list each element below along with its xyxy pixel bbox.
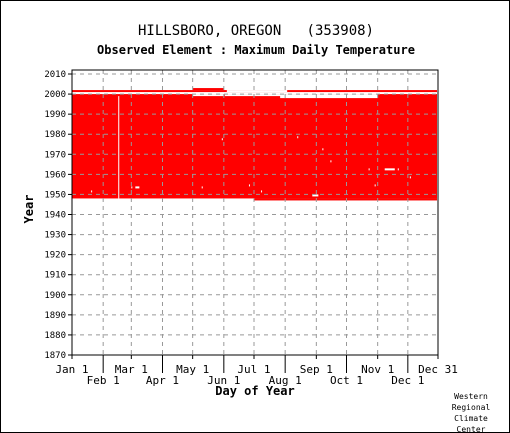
y-tick-label: 1960 bbox=[44, 170, 66, 180]
missing-data-gap bbox=[261, 190, 263, 193]
x-tick-label: May 1 bbox=[176, 363, 209, 376]
x-tick-label: Feb 1 bbox=[87, 374, 120, 387]
x-tick-label: Oct 1 bbox=[330, 374, 363, 387]
coverage-layer bbox=[72, 88, 437, 201]
missing-data-gap bbox=[312, 194, 319, 197]
missing-data-gap bbox=[118, 96, 120, 199]
x-tick-label: Jul 1 bbox=[237, 363, 270, 376]
missing-data-gap bbox=[135, 186, 140, 189]
missing-data-gap bbox=[346, 94, 378, 99]
coverage-block bbox=[285, 198, 378, 201]
credit-line: Center bbox=[456, 425, 486, 433]
y-tick-label: 1950 bbox=[44, 190, 66, 200]
x-tick-label: Jun 1 bbox=[207, 374, 240, 387]
y-axis-title: Year bbox=[22, 195, 36, 224]
credit-line: Western bbox=[454, 392, 488, 401]
y-tick-label: 1930 bbox=[44, 231, 66, 241]
chart-subtitle: Observed Element : Maximum Daily Tempera… bbox=[97, 43, 415, 57]
coverage-block bbox=[192, 88, 224, 91]
missing-data-gap bbox=[280, 94, 347, 99]
y-axis: 1870 1880 1890 1900 1910 1920 1930 1940 1950 1960… bbox=[44, 70, 72, 361]
missing-data-gap bbox=[224, 94, 286, 97]
missing-data-gap bbox=[397, 168, 399, 171]
missing-data-gap bbox=[330, 160, 332, 163]
grid-layer bbox=[72, 70, 438, 355]
y-tick-label: 1880 bbox=[44, 331, 66, 341]
y-tick-label: 1990 bbox=[44, 110, 66, 120]
y-tick-label: 2000 bbox=[44, 90, 66, 100]
x-axis-title: Day of Year bbox=[215, 384, 294, 398]
missing-data-gap bbox=[374, 184, 376, 187]
credit-line: Regional bbox=[451, 403, 491, 412]
coverage-block bbox=[377, 198, 437, 201]
missing-data-gap bbox=[91, 190, 93, 193]
coverage-block bbox=[72, 90, 437, 199]
missing-data-gap bbox=[248, 184, 250, 187]
chart-title: HILLSBORO, OREGON (353908) bbox=[137, 23, 374, 39]
missing-data-gap bbox=[201, 186, 203, 189]
y-tick-label: 1870 bbox=[44, 351, 66, 361]
y-tick-label: 1980 bbox=[44, 130, 66, 140]
missing-data-gap bbox=[226, 90, 288, 93]
y-tick-label: 1970 bbox=[44, 150, 66, 160]
y-tick-label: 1920 bbox=[44, 251, 66, 261]
x-tick-label: Mar 1 bbox=[115, 363, 148, 376]
y-tick-label: 1890 bbox=[44, 311, 66, 321]
missing-data-gap bbox=[322, 148, 324, 151]
x-tick-label: Sep 1 bbox=[300, 363, 333, 376]
missing-data-gap bbox=[297, 136, 299, 139]
x-tick-label: Dec 1 bbox=[391, 374, 424, 387]
missing-data-gap bbox=[384, 168, 395, 171]
y-tick-label: 1940 bbox=[44, 211, 66, 221]
x-tick-label: Dec 31 bbox=[418, 363, 458, 376]
x-tick-label: Apr 1 bbox=[146, 374, 179, 387]
missing-data-gap bbox=[221, 138, 223, 141]
missing-data-gap bbox=[192, 94, 224, 97]
x-tick-label: Nov 1 bbox=[361, 363, 394, 376]
missing-layer bbox=[72, 90, 437, 199]
plot-border bbox=[71, 69, 439, 356]
y-tick-label: 1910 bbox=[44, 271, 66, 281]
missing-data-gap bbox=[409, 176, 411, 179]
missing-data-gap bbox=[72, 92, 437, 95]
missing-data-gap bbox=[131, 186, 133, 189]
coverage-block bbox=[253, 198, 286, 201]
x-tick-label: Jan 1 bbox=[55, 363, 88, 376]
missing-data-gap bbox=[368, 168, 370, 171]
y-tick-label: 1900 bbox=[44, 291, 66, 301]
credit-label: Western Regional Climate Center bbox=[447, 391, 495, 433]
credit-line: Climate bbox=[454, 414, 488, 423]
x-tick-label: Aug 1 bbox=[269, 374, 302, 387]
y-tick-label: 2010 bbox=[44, 70, 66, 80]
